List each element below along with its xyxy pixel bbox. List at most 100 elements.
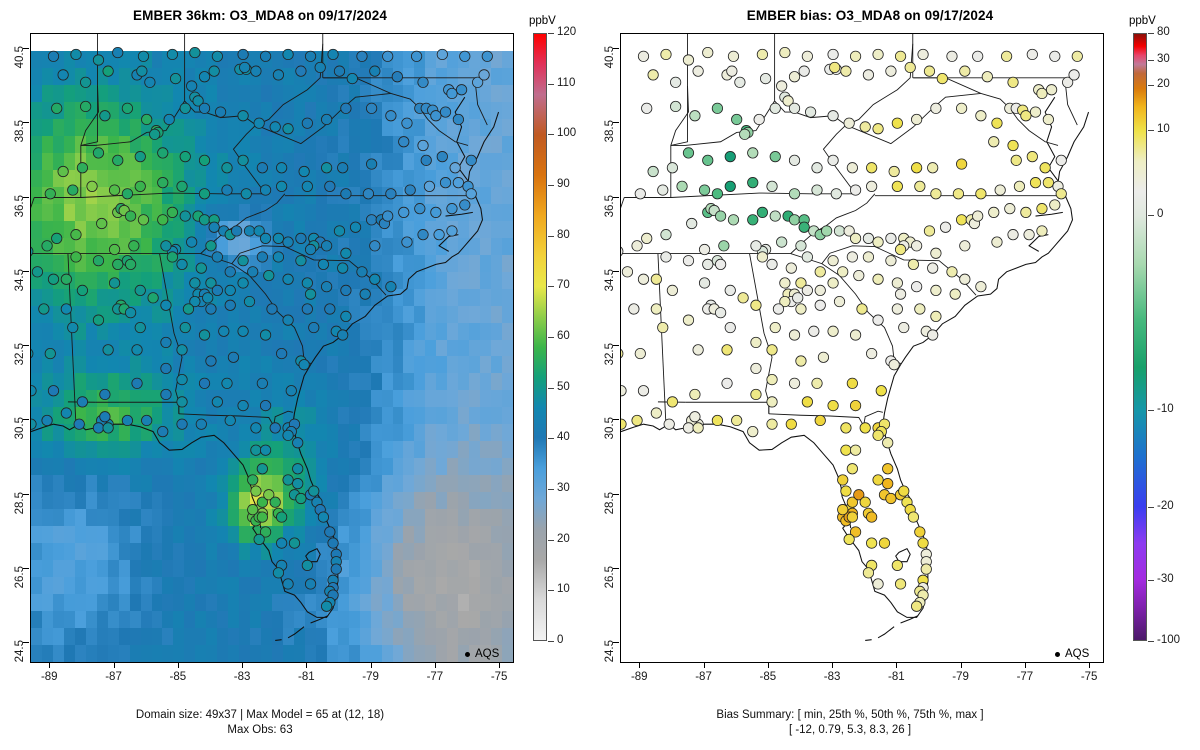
aqs-site-marker[interactable]	[30, 348, 34, 359]
aqs-site-marker[interactable]	[988, 136, 1000, 148]
aqs-site-marker[interactable]	[837, 266, 849, 278]
aqs-site-marker[interactable]	[269, 121, 281, 133]
aqs-site-marker[interactable]	[692, 422, 704, 434]
aqs-site-marker[interactable]	[637, 50, 650, 62]
aqs-site-marker[interactable]	[356, 50, 368, 62]
aqs-site-marker[interactable]	[814, 414, 826, 427]
aqs-site-marker[interactable]	[227, 351, 240, 363]
aqs-site-marker[interactable]	[727, 214, 740, 226]
aqs-site-marker[interactable]	[620, 418, 627, 430]
aqs-site-marker[interactable]	[51, 232, 63, 244]
aqs-site-marker[interactable]	[465, 154, 477, 166]
aqs-site-marker[interactable]	[31, 266, 44, 278]
aqs-site-marker[interactable]	[295, 65, 307, 77]
aqs-site-marker[interactable]	[952, 188, 964, 200]
aqs-site-marker[interactable]	[76, 284, 89, 296]
aqs-site-marker[interactable]	[125, 307, 137, 319]
aqs-site-marker[interactable]	[885, 492, 897, 505]
aqs-site-marker[interactable]	[840, 444, 852, 456]
aqs-site-marker[interactable]	[698, 184, 711, 196]
aqs-site-marker[interactable]	[637, 385, 650, 397]
aqs-site-marker[interactable]	[872, 273, 884, 285]
aqs-site-marker[interactable]	[324, 180, 336, 192]
aqs-site-marker[interactable]	[833, 295, 846, 308]
aqs-site-marker[interactable]	[41, 240, 53, 252]
aqs-site-marker[interactable]	[670, 100, 682, 113]
aqs-site-marker[interactable]	[321, 600, 333, 612]
aqs-site-marker[interactable]	[108, 243, 121, 256]
aqs-site-marker[interactable]	[766, 180, 778, 192]
aqs-site-marker[interactable]	[779, 46, 791, 59]
aqs-site-marker[interactable]	[321, 281, 333, 293]
aqs-site-marker[interactable]	[811, 162, 823, 174]
aqs-site-marker[interactable]	[1029, 106, 1042, 118]
aqs-site-marker[interactable]	[814, 266, 826, 278]
aqs-site-marker[interactable]	[859, 496, 871, 508]
aqs-site-marker[interactable]	[650, 407, 662, 419]
aqs-site-marker[interactable]	[70, 48, 82, 61]
aqs-site-marker[interactable]	[872, 236, 884, 248]
aqs-site-marker[interactable]	[276, 347, 288, 360]
aqs-site-marker[interactable]	[121, 188, 134, 200]
aqs-site-marker[interactable]	[849, 444, 862, 456]
aqs-site-marker[interactable]	[288, 537, 301, 549]
aqs-site-marker[interactable]	[198, 214, 211, 226]
aqs-site-marker[interactable]	[792, 292, 804, 304]
aqs-site-marker[interactable]	[195, 262, 207, 274]
aqs-site-marker[interactable]	[621, 266, 634, 278]
aqs-site-marker[interactable]	[1036, 203, 1048, 215]
aqs-site-marker[interactable]	[1026, 151, 1038, 163]
aqs-site-marker[interactable]	[398, 136, 410, 148]
aqs-site-marker[interactable]	[1049, 50, 1061, 62]
aqs-site-marker[interactable]	[224, 414, 236, 427]
aqs-site-marker[interactable]	[47, 273, 60, 285]
aqs-site-marker[interactable]	[840, 485, 852, 497]
aqs-site-marker[interactable]	[1068, 69, 1080, 81]
aqs-site-marker[interactable]	[198, 329, 211, 341]
aqs-site-marker[interactable]	[131, 377, 143, 389]
aqs-site-marker[interactable]	[1049, 199, 1061, 211]
aqs-site-marker[interactable]	[285, 385, 297, 397]
aqs-site-marker[interactable]	[769, 210, 781, 222]
aqs-site-marker[interactable]	[788, 102, 801, 114]
aqs-site-marker[interactable]	[176, 180, 188, 192]
aqs-site-marker[interactable]	[304, 578, 317, 590]
aqs-site-marker[interactable]	[263, 489, 275, 501]
aqs-site-marker[interactable]	[189, 46, 201, 59]
aqs-site-marker[interactable]	[240, 188, 252, 200]
aqs-site-marker[interactable]	[801, 284, 813, 296]
aqs-site-marker[interactable]	[866, 347, 878, 360]
aqs-site-marker[interactable]	[211, 50, 223, 62]
aqs-site-marker[interactable]	[994, 184, 1006, 196]
aqs-site-marker[interactable]	[205, 355, 217, 367]
aqs-site-marker[interactable]	[304, 243, 317, 256]
aqs-site-marker[interactable]	[711, 414, 724, 427]
aqs-site-marker[interactable]	[134, 321, 146, 334]
aqs-site-marker[interactable]	[243, 225, 256, 237]
aqs-site-marker[interactable]	[298, 165, 310, 178]
aqs-site-marker[interactable]	[804, 106, 817, 118]
aqs-site-marker[interactable]	[253, 225, 265, 237]
aqs-site-marker[interactable]	[930, 284, 942, 296]
aqs-site-marker[interactable]	[872, 429, 884, 441]
aqs-site-marker[interactable]	[724, 151, 736, 163]
aqs-site-marker[interactable]	[975, 188, 987, 200]
aqs-site-marker[interactable]	[766, 258, 778, 270]
aqs-site-marker[interactable]	[1020, 110, 1032, 122]
aqs-site-marker[interactable]	[891, 117, 903, 129]
aqs-site-marker[interactable]	[766, 344, 778, 356]
aqs-site-marker[interactable]	[430, 110, 442, 122]
aqs-site-marker[interactable]	[38, 303, 50, 315]
aqs-site-marker[interactable]	[991, 236, 1003, 248]
aqs-site-marker[interactable]	[125, 210, 137, 222]
aqs-site-marker[interactable]	[959, 273, 971, 285]
aqs-site-marker[interactable]	[637, 273, 650, 285]
aqs-site-marker[interactable]	[1010, 154, 1022, 166]
aqs-site-marker[interactable]	[1013, 180, 1026, 192]
aqs-site-marker[interactable]	[779, 295, 791, 308]
aqs-site-marker[interactable]	[292, 478, 304, 490]
aqs-site-marker[interactable]	[176, 344, 188, 356]
aqs-site-marker[interactable]	[930, 247, 942, 259]
aqs-site-marker[interactable]	[956, 214, 968, 226]
aqs-site-marker[interactable]	[811, 377, 823, 389]
